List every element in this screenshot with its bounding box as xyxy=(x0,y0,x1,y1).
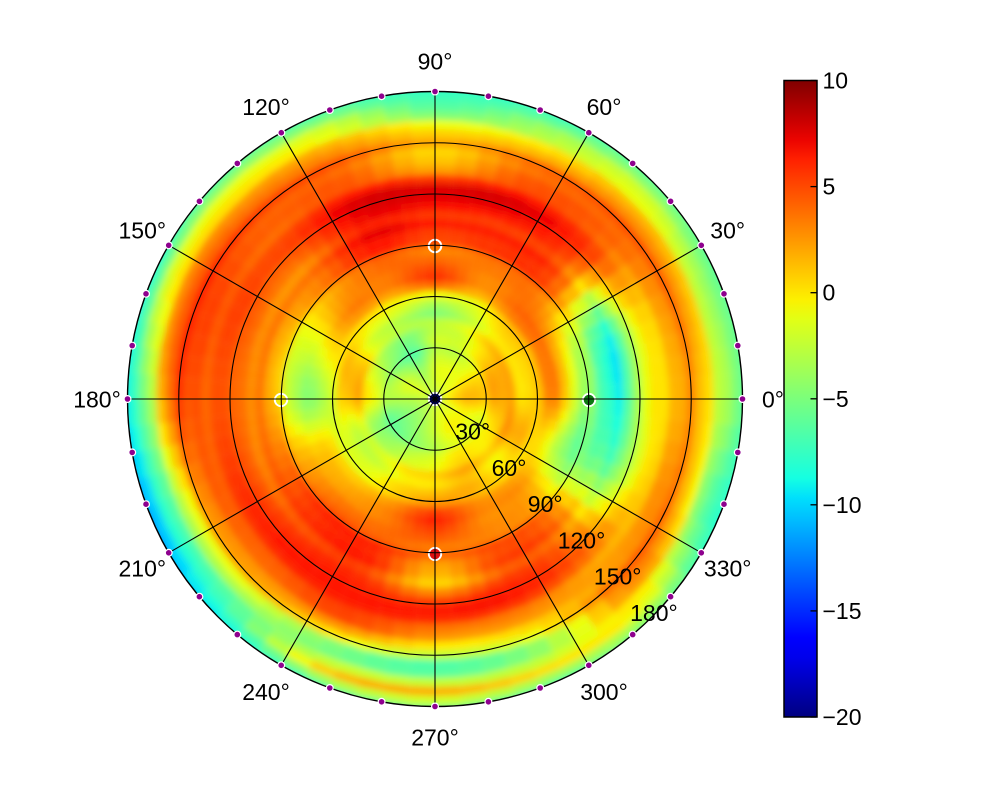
svg-text:240°: 240° xyxy=(242,679,290,705)
svg-text:30°: 30° xyxy=(710,218,745,244)
svg-text:90°: 90° xyxy=(528,491,563,517)
svg-text:300°: 300° xyxy=(580,679,628,705)
svg-text:180°: 180° xyxy=(630,600,678,626)
svg-text:150°: 150° xyxy=(119,218,167,244)
svg-text:120°: 120° xyxy=(242,94,290,120)
svg-text:30°: 30° xyxy=(455,419,490,445)
svg-text:60°: 60° xyxy=(587,94,622,120)
svg-text:5: 5 xyxy=(823,174,836,200)
svg-text:−5: −5 xyxy=(823,386,849,412)
svg-text:0°: 0° xyxy=(762,387,784,413)
svg-text:90°: 90° xyxy=(418,49,453,75)
svg-text:0: 0 xyxy=(823,280,836,306)
svg-text:10: 10 xyxy=(823,68,849,94)
svg-text:330°: 330° xyxy=(704,556,752,582)
svg-text:120°: 120° xyxy=(558,528,606,554)
svg-text:−10: −10 xyxy=(823,492,862,518)
svg-text:270°: 270° xyxy=(411,725,459,751)
svg-text:210°: 210° xyxy=(119,556,167,582)
svg-text:180°: 180° xyxy=(73,387,121,413)
svg-text:−20: −20 xyxy=(823,704,862,730)
svg-text:−15: −15 xyxy=(823,598,862,624)
svg-text:60°: 60° xyxy=(492,455,527,481)
svg-text:150°: 150° xyxy=(594,564,642,590)
